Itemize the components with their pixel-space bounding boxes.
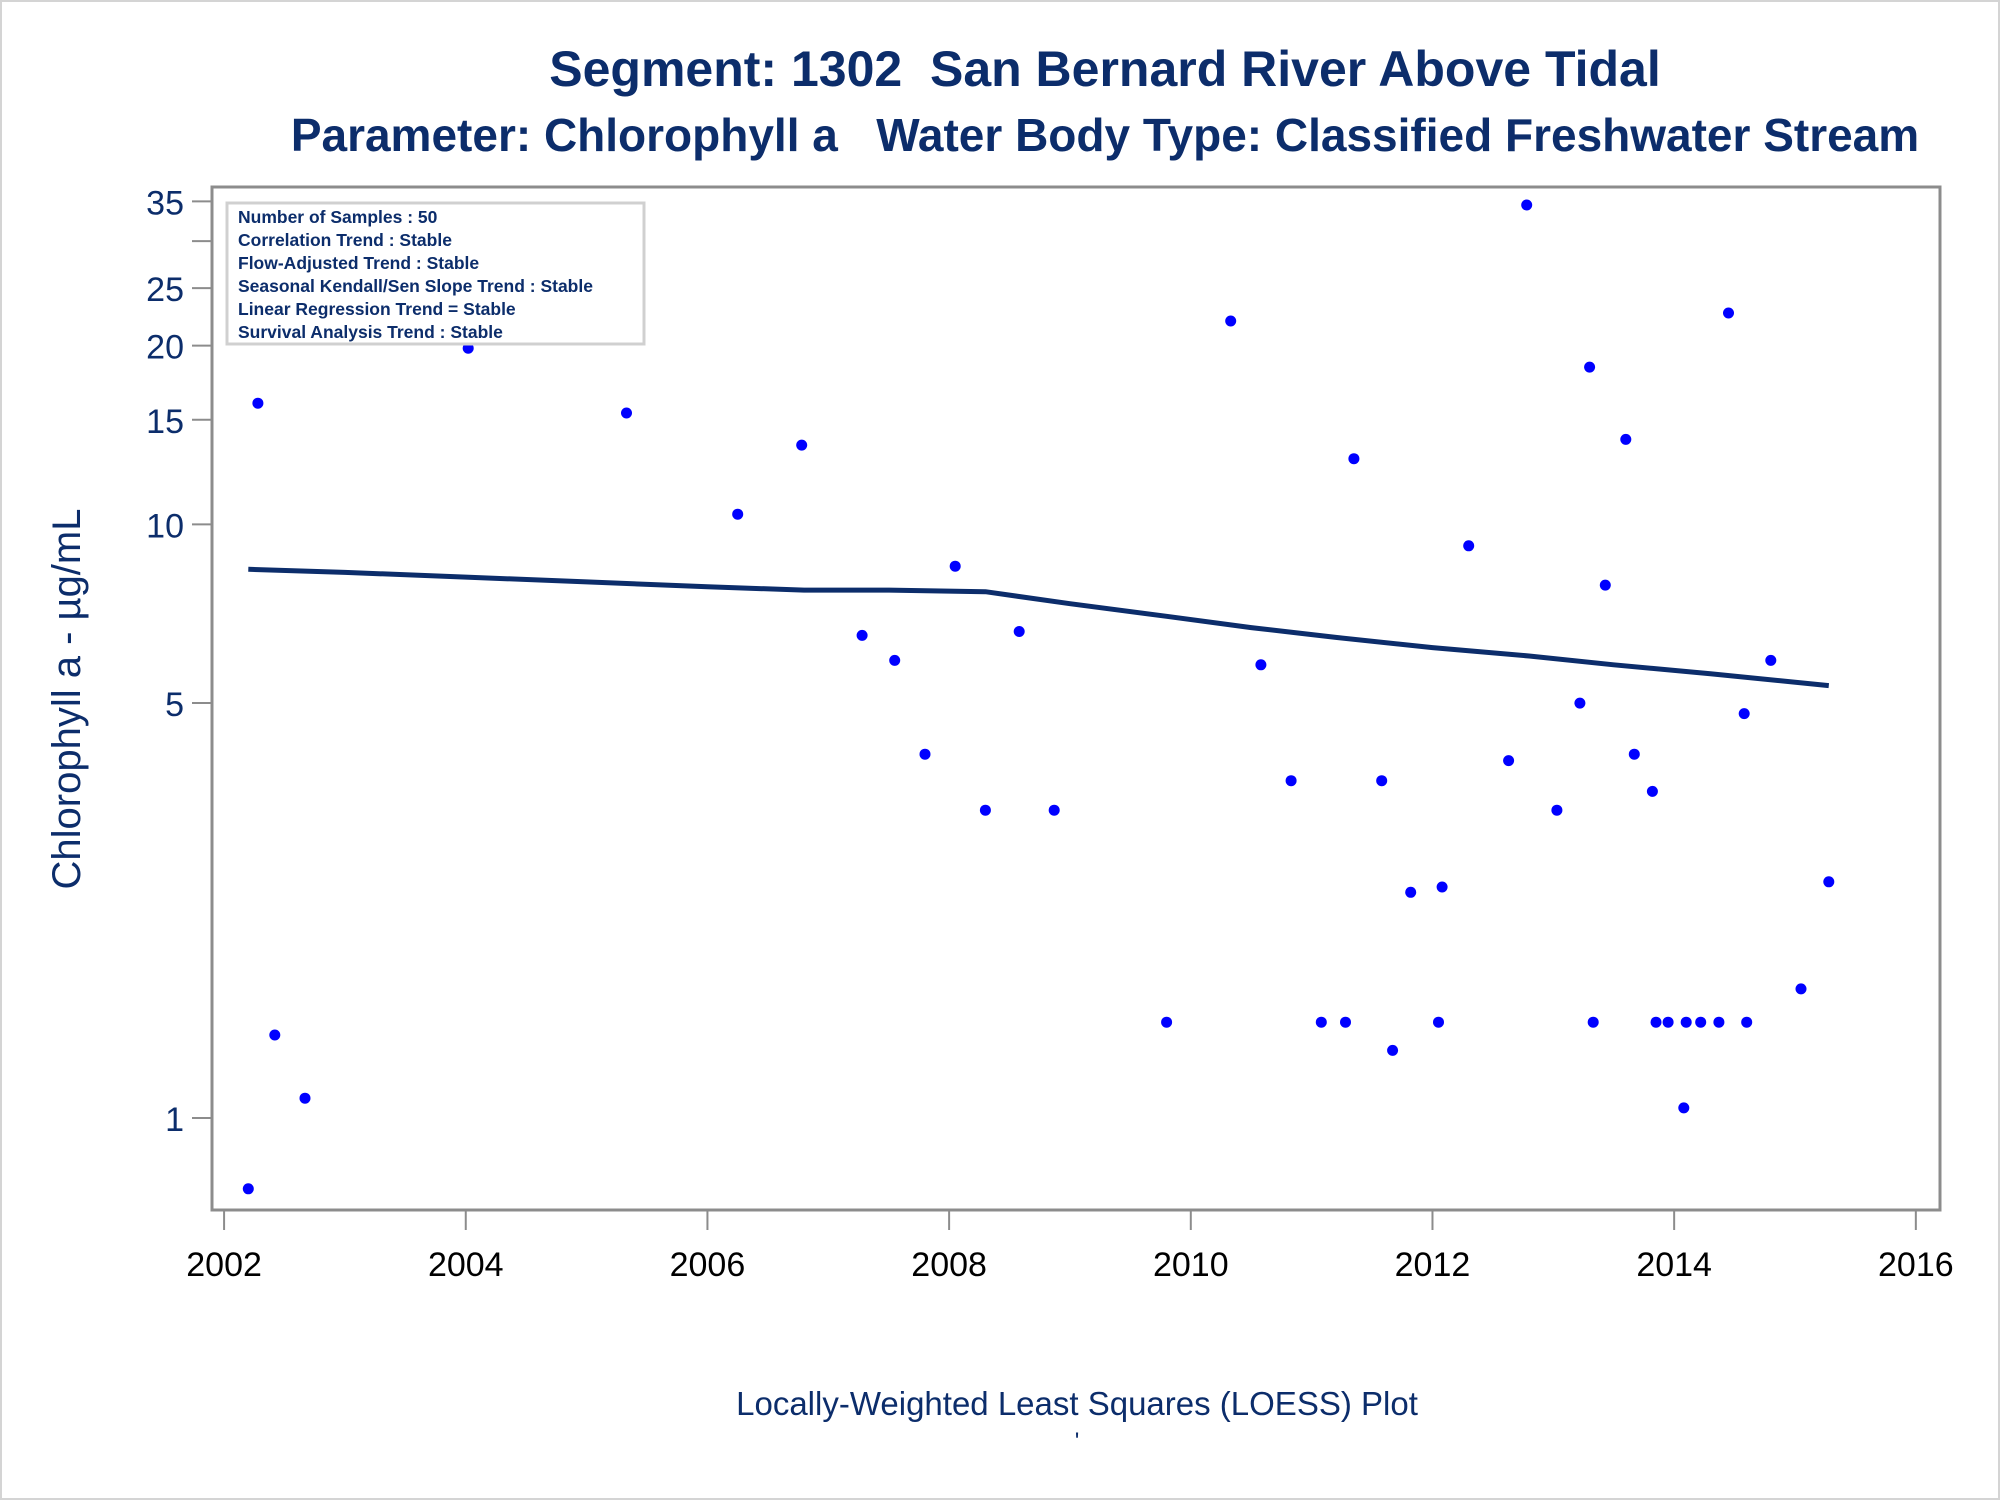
sample-point — [1795, 983, 1807, 995]
sample-point — [889, 654, 901, 666]
sample-point — [1161, 1016, 1173, 1028]
stat-seasonal-kendall-trend: Seasonal Kendall/Sen Slope Trend : Stabl… — [238, 276, 593, 296]
sample-point — [1521, 199, 1533, 211]
x-tick-label: 2002 — [186, 1246, 262, 1284]
stat-linear-regression-trend: Linear Regression Trend = Stable — [238, 299, 516, 319]
sample-point — [269, 1029, 281, 1041]
x-tick-label: 2010 — [1153, 1246, 1229, 1284]
y-tick-label: 5 — [165, 686, 184, 724]
x-axis-label: Locally-Weighted Least Squares (LOESS) P… — [736, 1385, 1418, 1422]
sample-point — [1433, 1016, 1444, 1028]
sample-point — [621, 407, 632, 419]
plot-area — [210, 185, 1942, 1212]
stat-number-of-samples: Number of Samples : 50 — [238, 207, 438, 227]
stat-box-border — [225, 201, 646, 346]
sample-point — [1587, 1016, 1599, 1028]
sample-point — [299, 1092, 311, 1104]
sample-point — [1620, 433, 1632, 445]
x-axis: 2002 2004 2006 2008 2010 2012 2014 2016 — [186, 1210, 1954, 1284]
sample-point — [1463, 540, 1475, 552]
sample-point — [1405, 886, 1417, 898]
sample-point — [979, 804, 991, 816]
stat-correlation-trend: Correlation Trend : Stable — [238, 230, 452, 250]
x-tick-label: 2004 — [428, 1246, 504, 1284]
sample-point — [1765, 654, 1777, 666]
sample-point — [1436, 881, 1448, 893]
sample-point — [949, 560, 961, 572]
sample-point — [1662, 1016, 1674, 1028]
sample-point — [1387, 1044, 1399, 1056]
sample-point — [1574, 697, 1586, 709]
sample-point — [1348, 453, 1360, 465]
sample-points-series — [242, 199, 1835, 1195]
sample-point — [1584, 361, 1596, 373]
stat-survival-analysis-trend: Survival Analysis Trend : Stable — [238, 322, 503, 342]
sample-point — [1628, 748, 1640, 760]
footnote-mark: ' — [1075, 1428, 1080, 1455]
x-tick-label: 2006 — [670, 1246, 746, 1284]
sample-point — [1713, 1016, 1725, 1028]
x-tick-label: 2008 — [911, 1246, 987, 1284]
x-tick-label: 2014 — [1636, 1246, 1712, 1284]
sample-point — [1340, 1016, 1351, 1028]
loess-line — [248, 566, 1830, 689]
sample-point — [242, 1183, 254, 1195]
sample-point — [796, 439, 808, 451]
sample-point — [732, 508, 744, 520]
sample-point — [1503, 755, 1515, 767]
sample-point — [919, 748, 931, 760]
y-tick-label: 10 — [146, 507, 184, 545]
x-tick-label: 2012 — [1395, 1246, 1471, 1284]
sample-point — [1823, 876, 1835, 888]
x-tick-label: 2016 — [1878, 1246, 1954, 1284]
sample-point — [1599, 579, 1611, 591]
sample-point — [856, 629, 868, 641]
y-tick-label: 35 — [146, 184, 184, 222]
chart-title: Segment: 1302 San Bernard River Above Ti… — [549, 41, 1661, 97]
loess-series — [248, 566, 1830, 689]
sample-point — [1723, 307, 1734, 319]
sample-point — [1680, 1016, 1692, 1028]
y-tick-label: 1 — [165, 1101, 184, 1139]
y-tick-label: 15 — [146, 403, 184, 441]
sample-point — [1695, 1016, 1707, 1028]
sample-point — [1646, 785, 1658, 797]
sample-point — [1285, 775, 1297, 787]
stat-flow-adjusted-trend: Flow-Adjusted Trend : Stable — [238, 253, 479, 273]
sample-point — [1678, 1102, 1690, 1114]
sample-point — [252, 397, 264, 409]
sample-point — [1741, 1016, 1753, 1028]
sample-point — [1048, 804, 1060, 816]
sample-point — [1650, 1016, 1662, 1028]
sample-point — [1225, 315, 1237, 327]
chart-subtitle: Parameter: Chlorophyll a Water Body Type… — [290, 109, 1920, 161]
y-axis-label: Chlorophyll a - µg/mL — [45, 509, 89, 890]
sample-point — [1551, 804, 1563, 816]
sample-point — [1738, 708, 1750, 720]
sample-point — [1376, 775, 1388, 787]
y-tick-label: 25 — [146, 271, 184, 309]
trend-statistics-box: Number of Samples : 50 Correlation Trend… — [225, 201, 646, 346]
sample-point — [1315, 1016, 1327, 1028]
sample-point — [1255, 659, 1267, 671]
sample-point — [1013, 626, 1025, 637]
y-tick-label: 20 — [146, 329, 184, 367]
